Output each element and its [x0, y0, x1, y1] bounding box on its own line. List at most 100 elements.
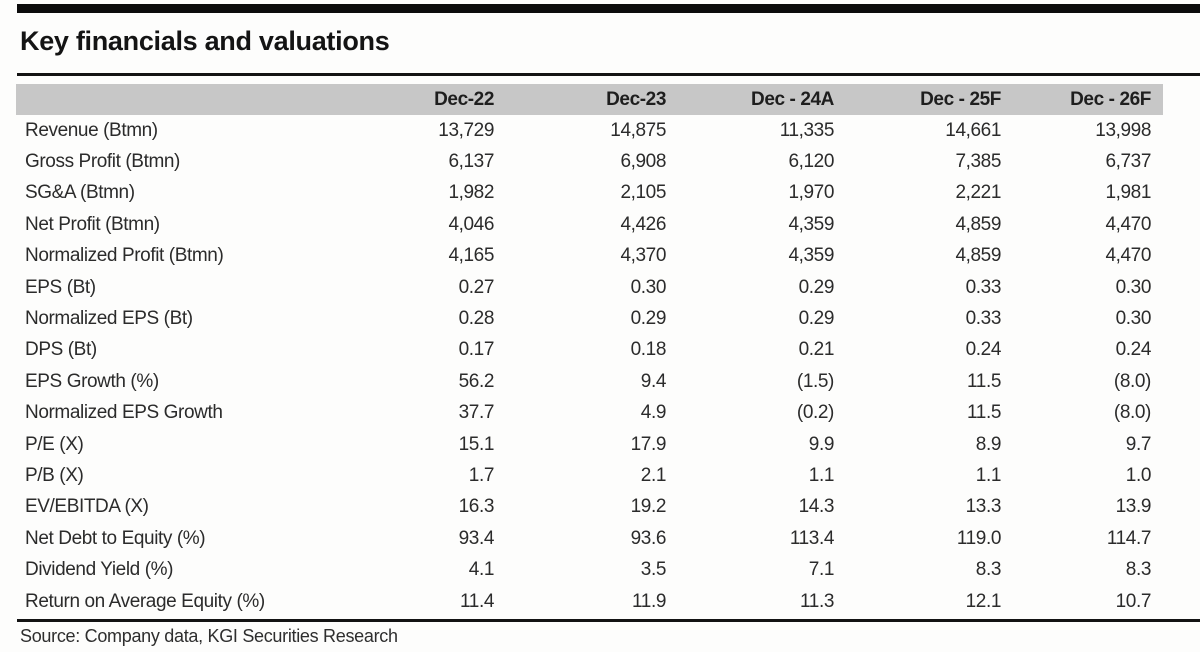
cell-value: 1,970 [788, 182, 834, 204]
cell-value: 4,426 [620, 213, 666, 235]
row-label: EPS (Bt) [25, 276, 96, 298]
top-divider-bar [17, 4, 1200, 13]
table-row: P/B (X) 1.7 2.1 1.1 1.1 1.0 [16, 460, 1163, 491]
row-label: Net Profit (Btmn) [25, 213, 160, 235]
cell-value: 0.29 [630, 308, 667, 330]
cell-value: 1.7 [468, 464, 495, 486]
table-row: Dividend Yield (%) 4.1 3.5 7.1 8.3 8.3 [16, 554, 1163, 585]
cell-value: 37.7 [458, 402, 495, 424]
cell-value: 12.1 [965, 590, 1002, 612]
table-row: Normalized EPS (Bt) 0.28 0.29 0.29 0.33 0.30 [16, 303, 1163, 334]
cell-value: 2,105 [620, 182, 666, 204]
cell-value: 56.2 [458, 370, 495, 392]
cell-value: 0.30 [1115, 276, 1152, 298]
cell-value: 4,359 [788, 213, 834, 235]
cell-value: 0.28 [458, 308, 495, 330]
cell-value: 0.29 [798, 308, 835, 330]
column-header-dec23: Dec-23 [506, 84, 678, 115]
cell-value: 0.27 [458, 276, 495, 298]
cell-value: 6,120 [788, 151, 834, 173]
cell-value: 13.9 [1115, 496, 1152, 518]
cell-value: 13,729 [438, 119, 494, 141]
table-row: SG&A (Btmn) 1,982 2,105 1,970 2,221 1,981 [16, 178, 1163, 209]
cell-value: 4,470 [1105, 245, 1151, 267]
cell-value: 9.4 [640, 370, 667, 392]
cell-value: 0.18 [630, 339, 667, 361]
cell-value: 4,165 [448, 245, 494, 267]
cell-value: 0.24 [965, 339, 1002, 361]
cell-value: 4,859 [955, 245, 1001, 267]
table-row: Normalized EPS Growth 37.7 4.9 (0.2) 11.5 (8.… [16, 398, 1163, 429]
table-row: Revenue (Btmn) 13,729 14,875 11,335 14,661 13… [16, 115, 1163, 146]
column-header-blank [16, 84, 376, 115]
cell-value: 6,137 [448, 151, 494, 173]
cell-value: 11.5 [967, 370, 1001, 392]
cell-value: 2.1 [640, 464, 667, 486]
cell-value: 4.9 [640, 402, 667, 424]
cell-value: (1.5) [796, 370, 834, 392]
cell-value: 13.3 [965, 496, 1002, 518]
cell-value: 0.30 [630, 276, 667, 298]
cell-value: 0.33 [965, 308, 1002, 330]
row-label: Revenue (Btmn) [25, 119, 158, 141]
cell-value: 1.1 [808, 464, 835, 486]
table-header-row: Dec-22 Dec-23 Dec - 24A Dec - 25F Dec - … [16, 84, 1163, 115]
cell-value: 14,661 [945, 119, 1001, 141]
row-label: Normalized EPS (Bt) [25, 308, 193, 330]
cell-value: 3.5 [640, 559, 667, 581]
cell-value: 16.3 [458, 496, 495, 518]
cell-value: 4,359 [788, 245, 834, 267]
key-financials-table: Dec-22 Dec-23 Dec - 24A Dec - 25F Dec - … [16, 84, 1163, 617]
row-label: Gross Profit (Btmn) [25, 151, 180, 173]
table-row: Gross Profit (Btmn) 6,137 6,908 6,120 7,385 6… [16, 146, 1163, 177]
table-row: Normalized Profit (Btmn) 4,165 4,370 4,359 4… [16, 241, 1163, 272]
cell-value: 1.1 [975, 464, 1002, 486]
cell-value: 6,908 [620, 151, 666, 173]
cell-value: 4,370 [620, 245, 666, 267]
cell-value: 1,981 [1105, 182, 1151, 204]
cell-value: 11.4 [460, 590, 494, 612]
cell-value: 4,046 [448, 213, 494, 235]
row-label: SG&A (Btmn) [25, 182, 135, 204]
row-label: Return on Average Equity (%) [25, 590, 265, 612]
row-label: Normalized Profit (Btmn) [25, 245, 224, 267]
source-note: Source: Company data, KGI Securities Res… [20, 626, 398, 646]
cell-value: 113.4 [789, 527, 835, 549]
cell-value: 0.30 [1115, 308, 1152, 330]
cell-value: 13,998 [1095, 119, 1151, 141]
cell-value: 0.33 [965, 276, 1002, 298]
table-row: EPS Growth (%) 56.2 9.4 (1.5) 11.5 (8.0) [16, 366, 1163, 397]
column-header-dec25f: Dec - 25F [846, 84, 1013, 115]
row-label: Dividend Yield (%) [25, 559, 174, 581]
cell-value: 0.29 [798, 276, 835, 298]
cell-value: 4,470 [1105, 213, 1151, 235]
column-header-dec24a: Dec - 24A [678, 84, 846, 115]
table-body: Revenue (Btmn) 13,729 14,875 11,335 14,661 13… [16, 115, 1163, 617]
row-label: Net Debt to Equity (%) [25, 527, 206, 549]
cell-value: 8.9 [975, 433, 1002, 455]
cell-value: 0.21 [798, 339, 835, 361]
cell-value: 14,875 [610, 119, 666, 141]
cell-value: 93.6 [630, 527, 667, 549]
table-row: DPS (Bt) 0.17 0.18 0.21 0.24 0.24 [16, 335, 1163, 366]
cell-value: 4.1 [468, 559, 495, 581]
cell-value: 93.4 [458, 527, 495, 549]
cell-value: (8.0) [1113, 402, 1151, 424]
cell-value: 8.3 [975, 559, 1002, 581]
row-label: P/E (X) [25, 433, 84, 455]
cell-value: 114.7 [1106, 527, 1152, 549]
cell-value: 11.5 [967, 402, 1001, 424]
row-label: EV/EBITDA (X) [25, 496, 149, 518]
cell-value: 2,221 [955, 182, 1001, 204]
cell-value: 4,859 [955, 213, 1001, 235]
cell-value: (8.0) [1113, 370, 1151, 392]
column-header-dec26f: Dec - 26F [1013, 84, 1163, 115]
cell-value: (0.2) [796, 402, 834, 424]
cell-value: 11,335 [779, 119, 835, 141]
cell-value: 19.2 [630, 496, 667, 518]
cell-value: 14.3 [798, 496, 835, 518]
cell-value: 7.1 [808, 559, 835, 581]
cell-value: 11.3 [800, 590, 834, 612]
cell-value: 17.9 [630, 433, 667, 455]
page-title: Key financials and valuations [20, 26, 390, 56]
